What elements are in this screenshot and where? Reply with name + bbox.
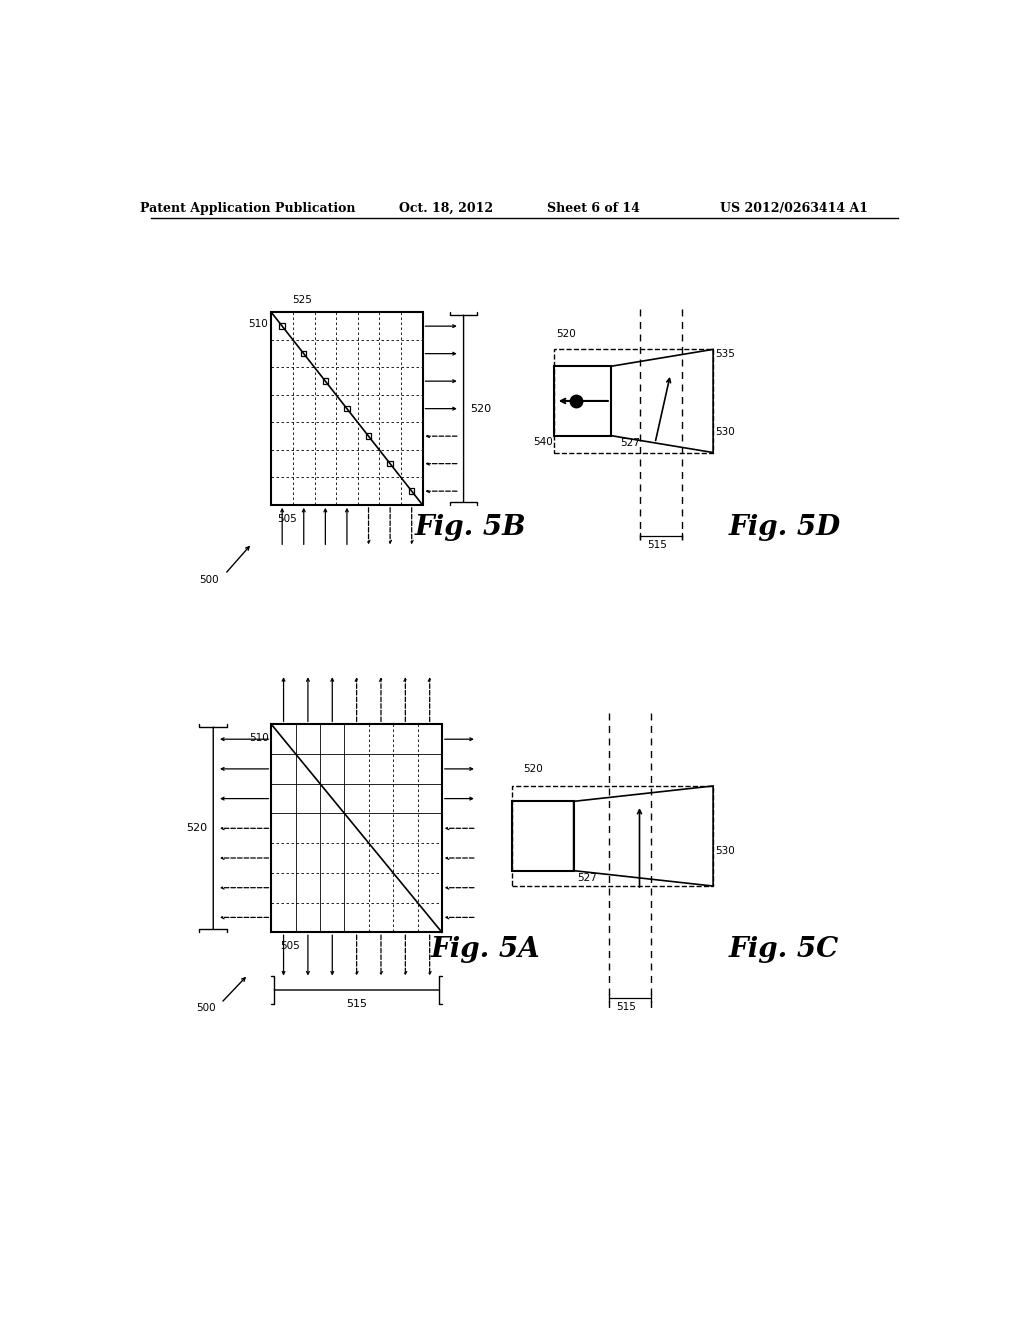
Text: 515: 515 xyxy=(346,999,368,1010)
Bar xyxy=(301,351,306,356)
Text: 510: 510 xyxy=(248,319,267,329)
Text: 540: 540 xyxy=(532,437,553,447)
Bar xyxy=(271,313,423,506)
Bar xyxy=(512,801,573,871)
Text: Sheet 6 of 14: Sheet 6 of 14 xyxy=(547,202,639,215)
Bar xyxy=(323,379,328,384)
Text: 500: 500 xyxy=(199,574,219,585)
Bar xyxy=(366,433,372,438)
Text: Patent Application Publication: Patent Application Publication xyxy=(140,202,356,215)
Text: 505: 505 xyxy=(278,515,297,524)
Bar xyxy=(554,350,713,453)
Text: 520: 520 xyxy=(186,824,207,833)
Text: 535: 535 xyxy=(716,350,735,359)
Text: 520: 520 xyxy=(556,330,575,339)
Text: 515: 515 xyxy=(616,1002,636,1011)
Text: 525: 525 xyxy=(293,294,312,305)
Text: 520: 520 xyxy=(470,404,490,413)
Bar xyxy=(271,725,442,932)
Text: 510: 510 xyxy=(249,733,269,743)
Bar xyxy=(387,461,393,466)
Bar xyxy=(409,488,415,494)
Text: 530: 530 xyxy=(716,426,735,437)
Text: 500: 500 xyxy=(196,1003,216,1012)
Text: 527: 527 xyxy=(621,438,640,447)
Text: Fig. 5A: Fig. 5A xyxy=(430,936,540,964)
Text: Fig. 5D: Fig. 5D xyxy=(729,515,841,541)
Text: US 2012/0263414 A1: US 2012/0263414 A1 xyxy=(721,202,868,215)
Text: 515: 515 xyxy=(647,540,667,549)
Text: Fig. 5C: Fig. 5C xyxy=(729,936,839,964)
Bar xyxy=(344,407,349,412)
Bar xyxy=(554,367,611,436)
Text: Oct. 18, 2012: Oct. 18, 2012 xyxy=(398,202,493,215)
Text: Fig. 5B: Fig. 5B xyxy=(415,515,526,541)
Text: 530: 530 xyxy=(716,846,735,857)
Text: 505: 505 xyxy=(281,941,300,952)
Bar xyxy=(280,323,285,329)
Text: 520: 520 xyxy=(523,764,543,775)
Text: 527: 527 xyxy=(578,873,597,883)
Bar xyxy=(512,785,713,886)
